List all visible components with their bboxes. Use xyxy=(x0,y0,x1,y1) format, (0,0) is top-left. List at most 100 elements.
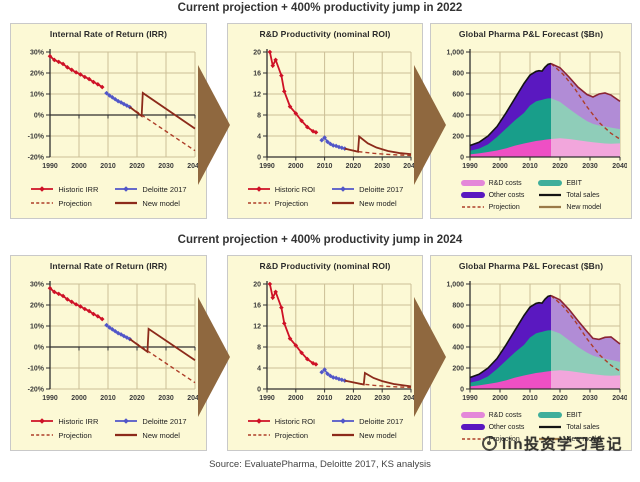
line-series xyxy=(129,91,196,130)
chart-legend: Historic ROI Deloitte 2017 Projection New m… xyxy=(228,416,422,440)
svg-text:600: 600 xyxy=(452,323,464,330)
legend-label: New model xyxy=(359,430,397,440)
legend-item: R&D costs xyxy=(460,410,525,420)
watermark-text: lin投资学习笔记 xyxy=(502,436,623,453)
data-marker xyxy=(91,79,96,85)
legend-item: Historic ROI xyxy=(247,184,315,194)
legend-item: EBIT xyxy=(538,410,601,420)
chart-legend: Historic IRR Deloitte 2017 Projection New m… xyxy=(11,184,206,208)
legend-swatch-icon xyxy=(115,201,138,205)
svg-text:12: 12 xyxy=(253,323,261,330)
legend-swatch-icon xyxy=(460,192,485,198)
line-series xyxy=(129,106,196,152)
svg-text:0: 0 xyxy=(257,154,261,161)
legend-label: Total sales xyxy=(566,191,600,199)
legend-item: Projection xyxy=(30,430,98,440)
watermark-logo-icon xyxy=(482,436,497,451)
chart-panel-roi-2024: R&D Productivity (nominal ROI) 20 16 12 8 4 0… xyxy=(227,255,423,451)
data-marker xyxy=(82,74,88,80)
svg-text:-20%: -20% xyxy=(28,386,45,393)
data-marker xyxy=(104,322,109,328)
legend-label: R&D costs xyxy=(488,179,522,187)
svg-text:0: 0 xyxy=(460,154,464,161)
data-marker xyxy=(78,72,83,77)
svg-text:20%: 20% xyxy=(30,70,45,77)
legend-swatch-icon xyxy=(31,186,54,192)
legend-item: Deloitte 2017 xyxy=(331,184,403,194)
svg-text:2030: 2030 xyxy=(582,395,598,402)
axis-labels: 30% 20% 10% 0% -10% -20% 1990 2000 2010 2020 2030 2… xyxy=(28,49,203,170)
svg-text:20%: 20% xyxy=(30,302,45,309)
legend-item: Deloitte 2017 xyxy=(114,416,187,426)
data-marker xyxy=(47,285,53,291)
svg-text:12: 12 xyxy=(253,91,261,98)
svg-text:2030: 2030 xyxy=(374,163,390,170)
data-marker xyxy=(112,96,118,102)
svg-text:1990: 1990 xyxy=(462,163,478,170)
section-title-2024: Current projection + 400% productivity j… xyxy=(177,234,463,246)
legend-swatch-icon xyxy=(332,418,355,424)
chart-legend: R&D costs EBIT Other costs Total sales Proje… xyxy=(431,178,631,212)
data-marker xyxy=(91,311,96,317)
area-series xyxy=(551,370,620,389)
svg-text:16: 16 xyxy=(253,302,261,309)
axis-labels: 30% 20% 10% 0% -10% -20% 1990 2000 2010 2020 2030 2… xyxy=(28,281,203,402)
svg-text:2020: 2020 xyxy=(129,395,145,402)
data-marker xyxy=(56,59,61,65)
flow-arrow-icon xyxy=(198,297,230,417)
svg-text:-10%: -10% xyxy=(28,133,45,140)
data-marker xyxy=(104,90,109,96)
legend-label: Deloitte 2017 xyxy=(142,184,187,194)
chart-svg: 20 16 12 8 4 0 1990 2000 2010 2020 2030 2040 xyxy=(253,281,419,402)
line-series xyxy=(344,147,412,157)
data-marker xyxy=(267,49,273,55)
legend-item: Deloitte 2017 xyxy=(331,416,403,426)
svg-text:30%: 30% xyxy=(30,281,45,288)
svg-text:2030: 2030 xyxy=(158,395,174,402)
svg-text:2020: 2020 xyxy=(346,163,362,170)
line-series xyxy=(268,51,317,134)
data-marker xyxy=(273,57,278,63)
data-marker xyxy=(121,101,127,107)
legend-swatch-icon xyxy=(115,186,138,192)
line-series xyxy=(344,371,412,388)
svg-text:2000: 2000 xyxy=(492,395,508,402)
data-marker xyxy=(336,376,342,382)
legend-label: Historic ROI xyxy=(274,416,316,426)
axis-labels: 20 16 12 8 4 0 1990 2000 2010 2020 2030 2040 xyxy=(253,281,419,402)
svg-text:2020: 2020 xyxy=(552,395,568,402)
legend-item: Historic IRR xyxy=(30,184,98,194)
svg-text:0%: 0% xyxy=(34,344,45,351)
svg-text:400: 400 xyxy=(452,112,464,119)
flow-arrow-icon xyxy=(414,65,446,185)
legend-item: New model xyxy=(114,430,186,440)
line-series xyxy=(550,295,621,372)
data-marker xyxy=(65,65,70,70)
legend-swatch-icon xyxy=(31,434,54,436)
legend-item: New model xyxy=(114,198,186,208)
watermark: lin投资学习笔记 xyxy=(482,433,623,454)
legend-item: Other costs xyxy=(460,422,524,432)
chart-canvas: 20 16 12 8 4 0 1990 2000 2010 2020 2030 2040 xyxy=(232,277,419,409)
data-marker xyxy=(60,293,66,299)
data-marker xyxy=(299,350,304,356)
legend-item: Projection xyxy=(461,202,525,212)
svg-text:4: 4 xyxy=(257,133,261,140)
chart-legend: Historic IRR Deloitte 2017 Projection New m… xyxy=(11,416,206,440)
legend-item: Projection xyxy=(461,434,525,444)
legend-item: Projection xyxy=(247,198,315,208)
legend-label: Historic ROI xyxy=(274,184,316,194)
chart-title: R&D Productivity (nominal ROI) xyxy=(259,29,391,39)
chart-legend: Historic ROI Deloitte 2017 Projection New m… xyxy=(228,184,422,208)
source-credit: Source: EvaluatePharma, Deloitte 2017, K… xyxy=(209,459,431,470)
line-series xyxy=(550,62,621,103)
legend-swatch-icon xyxy=(539,425,562,429)
legend-swatch-icon xyxy=(247,434,270,436)
chart-title: R&D Productivity (nominal ROI) xyxy=(259,261,391,271)
legend-swatch-icon xyxy=(538,180,563,186)
